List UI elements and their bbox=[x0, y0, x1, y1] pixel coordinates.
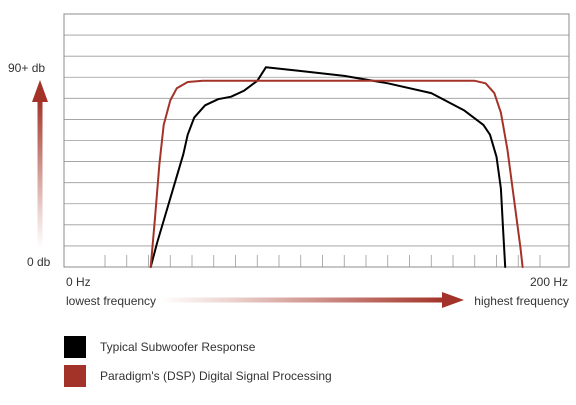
x-axis-arrow-head bbox=[442, 292, 464, 308]
legend-label-subwoofer: Typical Subwoofer Response bbox=[100, 340, 256, 354]
grid bbox=[64, 34, 569, 247]
x-start-label: 0 Hz bbox=[66, 275, 91, 289]
x-minor-ticks bbox=[104, 255, 541, 267]
series-line-dsp bbox=[149, 79, 524, 268]
series bbox=[149, 66, 524, 268]
y-top-label: 90+ db bbox=[8, 61, 45, 75]
series-line-subwoofer bbox=[149, 66, 507, 268]
legend-item-subwoofer: Typical Subwoofer Response bbox=[64, 336, 255, 358]
x-right-caption: highest frequency bbox=[474, 294, 569, 308]
plot-frame bbox=[63, 13, 570, 268]
legend-label-dsp: Paradigm's (DSP) Digital Signal Processi… bbox=[100, 369, 332, 383]
y-axis-arrow-head bbox=[32, 80, 48, 102]
x-left-caption: lowest frequency bbox=[66, 294, 156, 308]
legend-swatch-dsp bbox=[64, 365, 86, 387]
legend-item-dsp: Paradigm's (DSP) Digital Signal Processi… bbox=[64, 365, 332, 387]
x-end-label: 200 Hz bbox=[530, 275, 568, 289]
y-axis-arrow-shaft bbox=[37, 100, 43, 248]
x-axis-arrow-shaft bbox=[160, 297, 444, 303]
y-bottom-label: 0 db bbox=[27, 255, 51, 269]
legend-swatch-subwoofer bbox=[64, 336, 86, 358]
